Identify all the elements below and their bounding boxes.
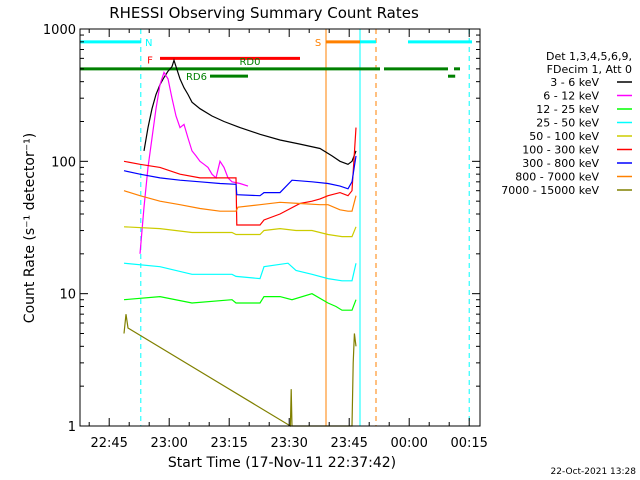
x-tick-label: 23:15 <box>210 436 247 451</box>
series-line-50-100-kev <box>123 226 357 238</box>
legend: Det 1,3,4,5,6,9,FDecim 1, Att 03 - 6 keV… <box>501 50 632 197</box>
state-label-s: S <box>315 38 321 49</box>
y-tick-label: 10 <box>59 288 76 303</box>
series-line-800-7000-kev <box>123 190 357 212</box>
x-tick-label: 23:45 <box>330 436 367 451</box>
state-bars: N S F RD0 RD6 <box>80 38 472 83</box>
series-line-12-25-kev <box>123 293 357 311</box>
plot-border <box>79 28 481 427</box>
x-tick-label: 00:00 <box>390 436 427 451</box>
x-tick-label: 23:30 <box>270 436 307 451</box>
series-line-300-800-kev <box>123 155 357 197</box>
legend-label-25-50-kev: 25 - 50 keV <box>536 117 599 130</box>
legend-label-12-25-kev: 12 - 25 keV <box>536 103 599 116</box>
series-line-6-12-kev <box>139 70 249 254</box>
series-line-7000-15000-kev <box>123 314 357 428</box>
x-tick-label: 00:15 <box>450 436 487 451</box>
legend-label-100-300-kev: 100 - 300 keV <box>522 144 599 157</box>
y-axis-label: Count Rate (s⁻¹ detector⁻¹) <box>22 133 38 323</box>
x-axis-label: Start Time (17-Nov-11 22:37:42) <box>168 455 396 471</box>
series-lines <box>123 58 357 428</box>
series-line-100-300-kev <box>123 127 357 226</box>
legend-label-3-6-kev: 3 - 6 keV <box>550 76 599 89</box>
legend-header-1: FDecim 1, Att 0 <box>547 63 632 76</box>
legend-label-800-7000-kev: 800 - 7000 keV <box>515 171 599 184</box>
x-tick-label: 22:45 <box>90 436 127 451</box>
chart-title: RHESSI Observing Summary Count Rates <box>109 4 419 22</box>
state-label-f: F <box>147 55 153 66</box>
legend-label-50-100-kev: 50 - 100 keV <box>529 130 599 143</box>
x-axis-ticks: 22:45 23:00 23:15 23:30 23:45 00:00 00:15 <box>88 29 488 451</box>
legend-label-7000-15000-kev: 7000 - 15000 keV <box>501 184 599 197</box>
legend-label-300-800-kev: 300 - 800 keV <box>522 157 599 170</box>
series-line-25-50-kev <box>123 262 357 282</box>
state-label-rd0: RD0 <box>239 57 260 68</box>
x-tick-label: 23:00 <box>150 436 187 451</box>
y-tick-label: 1 <box>68 420 76 435</box>
y-tick-label: 1000 <box>43 23 76 38</box>
y-tick-label: 100 <box>51 155 76 170</box>
legend-label-6-12-kev: 6 - 12 keV <box>543 90 599 103</box>
footer-timestamp: 22-Oct-2021 13:28 <box>551 467 637 477</box>
state-label-n: N <box>145 38 152 49</box>
legend-header-0: Det 1,3,4,5,6,9, <box>546 50 632 63</box>
y-axis-ticks: 1 10 100 1000 <box>43 23 480 435</box>
state-label-rd6: RD6 <box>186 72 207 83</box>
